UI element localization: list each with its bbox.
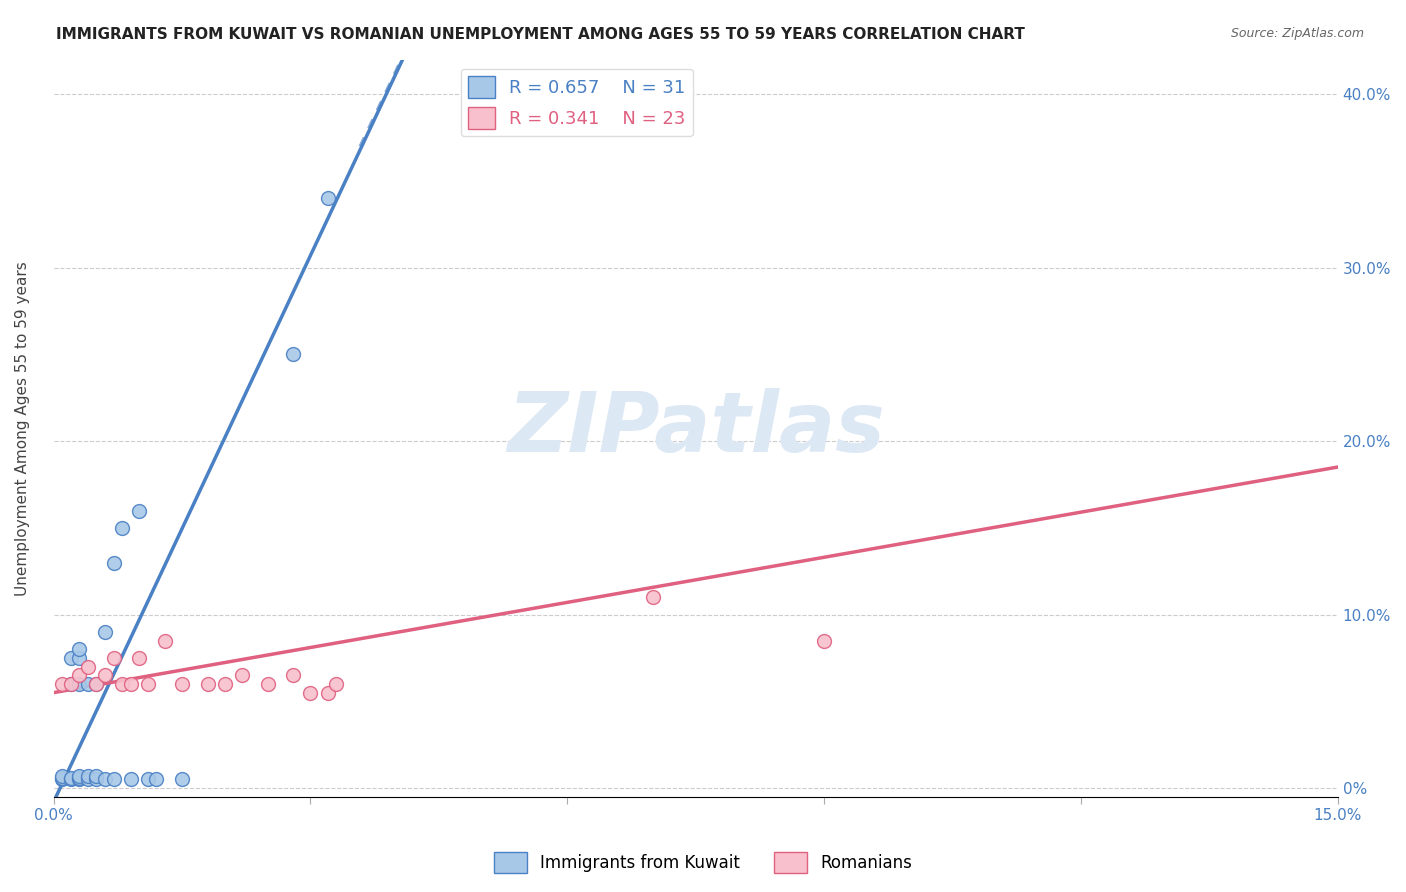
Point bbox=[67, 668, 90, 682]
Point bbox=[170, 772, 193, 787]
Point bbox=[67, 771, 90, 785]
Point bbox=[67, 677, 90, 691]
Point bbox=[128, 651, 150, 665]
Point bbox=[76, 659, 98, 673]
Point bbox=[76, 769, 98, 783]
Point bbox=[59, 677, 82, 691]
Point bbox=[51, 772, 73, 787]
Point bbox=[67, 769, 90, 783]
Point bbox=[94, 624, 117, 639]
Point bbox=[316, 191, 339, 205]
Point bbox=[214, 677, 236, 691]
Point bbox=[128, 503, 150, 517]
Legend: Immigrants from Kuwait, Romanians: Immigrants from Kuwait, Romanians bbox=[486, 846, 920, 880]
Point bbox=[813, 633, 835, 648]
Point bbox=[111, 521, 134, 535]
Legend: R = 0.657    N = 31, R = 0.341    N = 23: R = 0.657 N = 31, R = 0.341 N = 23 bbox=[461, 69, 693, 136]
Point bbox=[86, 769, 108, 783]
Point bbox=[299, 685, 322, 699]
Point bbox=[86, 772, 108, 787]
Point bbox=[136, 772, 159, 787]
Point bbox=[86, 677, 108, 691]
Point bbox=[103, 651, 125, 665]
Point bbox=[59, 651, 82, 665]
Point bbox=[76, 772, 98, 787]
Point bbox=[641, 591, 664, 605]
Point bbox=[59, 772, 82, 787]
Point bbox=[94, 772, 117, 787]
Point bbox=[111, 677, 134, 691]
Point bbox=[197, 677, 219, 691]
Point bbox=[51, 769, 73, 783]
Point bbox=[283, 347, 305, 361]
Text: ZIPatlas: ZIPatlas bbox=[506, 388, 884, 468]
Point bbox=[51, 771, 73, 785]
Point bbox=[136, 677, 159, 691]
Point bbox=[67, 772, 90, 787]
Point bbox=[316, 685, 339, 699]
Point bbox=[103, 772, 125, 787]
Point bbox=[325, 677, 347, 691]
Point bbox=[94, 668, 117, 682]
Point bbox=[170, 677, 193, 691]
Point bbox=[59, 771, 82, 785]
Point bbox=[231, 668, 253, 682]
Point bbox=[283, 668, 305, 682]
Text: Source: ZipAtlas.com: Source: ZipAtlas.com bbox=[1230, 27, 1364, 40]
Point bbox=[86, 677, 108, 691]
Text: IMMIGRANTS FROM KUWAIT VS ROMANIAN UNEMPLOYMENT AMONG AGES 55 TO 59 YEARS CORREL: IMMIGRANTS FROM KUWAIT VS ROMANIAN UNEMP… bbox=[56, 27, 1025, 42]
Point bbox=[76, 677, 98, 691]
Point bbox=[120, 677, 142, 691]
Point bbox=[67, 651, 90, 665]
Point bbox=[153, 633, 176, 648]
Point bbox=[67, 642, 90, 657]
Point bbox=[256, 677, 278, 691]
Point bbox=[145, 772, 167, 787]
Point bbox=[120, 772, 142, 787]
Point bbox=[103, 556, 125, 570]
Point bbox=[51, 677, 73, 691]
Y-axis label: Unemployment Among Ages 55 to 59 years: Unemployment Among Ages 55 to 59 years bbox=[15, 260, 30, 596]
Point bbox=[59, 677, 82, 691]
